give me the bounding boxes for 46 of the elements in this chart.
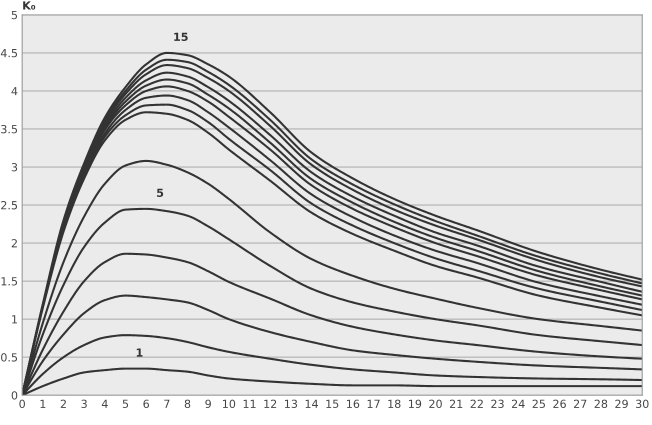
y-tick-label: 2.5	[1, 201, 18, 210]
x-tick-label: 8	[184, 400, 190, 408]
x-tick-label: 4	[102, 400, 108, 408]
x-tick-label: 29	[615, 400, 628, 408]
y-tick-label: 5	[12, 10, 18, 20]
x-tick-label: 13	[285, 400, 298, 408]
x-tick-label: 6	[143, 400, 150, 408]
series-label: 5	[157, 188, 164, 197]
x-tick-label: 1	[40, 400, 46, 408]
x-tick-label: 3	[81, 400, 87, 408]
y-axis-title: K₀	[23, 1, 36, 10]
x-tick-label: 24	[512, 400, 525, 408]
x-tick-label: 2	[60, 400, 66, 408]
y-tick-label: 0	[12, 391, 18, 400]
y-tick-label: 3	[12, 163, 18, 172]
x-tick-label: 23	[491, 400, 504, 408]
x-tick-label: 9	[205, 400, 211, 408]
y-tick-label: 2	[12, 239, 17, 248]
x-tick-label: 16	[347, 400, 360, 408]
x-tick-label: 14	[306, 400, 318, 408]
x-tick-label: 12	[264, 400, 276, 408]
x-tick-label: 20	[429, 400, 442, 408]
x-tick-label: 17	[368, 400, 380, 408]
x-tick-label: 26	[553, 400, 566, 408]
y-tick-label: 1	[12, 315, 17, 324]
y-tick-label: 0.5	[1, 353, 18, 362]
x-tick-label: 22	[470, 400, 483, 408]
x-tick-label: 15	[326, 400, 338, 408]
x-tick-label: 7	[164, 400, 170, 408]
x-tick-label: 0	[19, 400, 25, 408]
x-tick-label: 18	[388, 400, 401, 408]
x-tick-label: 30	[636, 400, 649, 408]
y-tick-label: 3.5	[1, 124, 18, 134]
x-tick-label: 11	[244, 400, 256, 408]
y-tick-label: 4	[11, 87, 18, 96]
x-tick-label: 10	[223, 400, 236, 408]
x-tick-label: 5	[122, 400, 128, 408]
x-tick-label: 27	[574, 400, 586, 408]
x-tick-label: 21	[450, 400, 462, 408]
series-label: 15	[174, 32, 188, 42]
x-tick-label: 25	[532, 400, 545, 408]
x-tick-label: 19	[409, 400, 422, 408]
x-tick-label: 28	[594, 400, 608, 408]
y-tick-label: 1.5	[2, 277, 18, 286]
y-tick-label: 4.5	[0, 49, 18, 58]
series-label: 1	[136, 348, 142, 357]
